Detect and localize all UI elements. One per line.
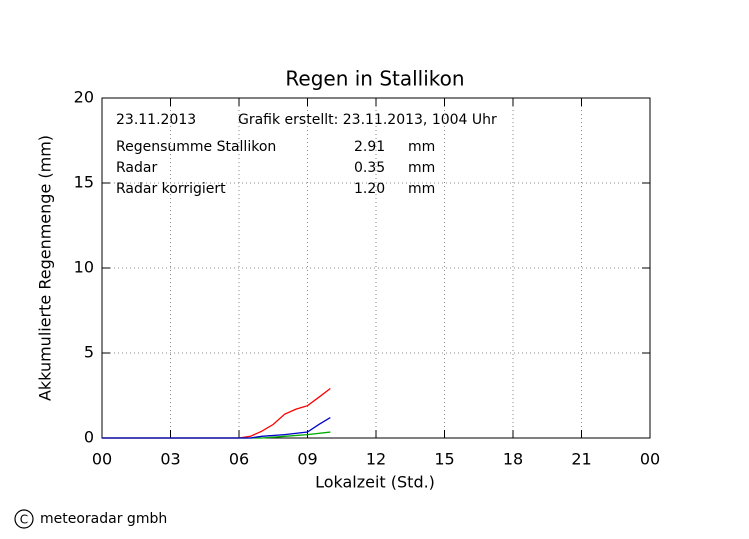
legend-total: 0.35: [354, 160, 385, 176]
y-axis-label: Akkumulierte Regenmenge (mm): [36, 135, 55, 401]
series-line: [102, 388, 331, 439]
x-tick-label: 21: [571, 450, 591, 469]
series-line: [102, 417, 331, 439]
legend-unit: mm: [408, 139, 435, 155]
x-tick-label: 00: [92, 450, 112, 469]
x-tick-label: 15: [434, 450, 454, 469]
date: 23.11.2013: [116, 112, 196, 128]
legend-name: Regensumme Stallikon: [116, 139, 276, 155]
x-tick-label: 12: [366, 450, 386, 469]
y-tick-label: 20: [74, 88, 94, 107]
x-tick-label: 06: [229, 450, 249, 469]
legend-total: 2.91: [354, 139, 385, 155]
y-tick-label: 0: [84, 428, 94, 447]
y-tick-label: 10: [74, 258, 94, 277]
x-tick-label: 00: [640, 450, 660, 469]
y-tick-label: 5: [84, 343, 94, 362]
legend-unit: mm: [408, 181, 435, 197]
x-tick-label: 03: [160, 450, 180, 469]
legend-total: 1.20: [354, 181, 385, 197]
x-tick-label: 09: [297, 450, 317, 469]
footer: meteoradar gmbh: [40, 511, 167, 527]
created: Grafik erstellt: 23.11.2013, 1004 Uhr: [238, 112, 497, 128]
x-axis-label: Lokalzeit (Std.): [315, 473, 435, 492]
chart-title: Regen in Stallikon: [285, 67, 464, 91]
plot-frame: [101, 97, 651, 439]
copyright-circle: [14, 509, 34, 529]
legend-name: Radar korrigiert: [116, 181, 226, 197]
legend-name: Radar: [116, 160, 157, 176]
copyright-c: C: [20, 513, 28, 527]
y-tick-label: 15: [74, 173, 94, 192]
x-tick-label: 18: [503, 450, 523, 469]
legend-unit: mm: [408, 160, 435, 176]
